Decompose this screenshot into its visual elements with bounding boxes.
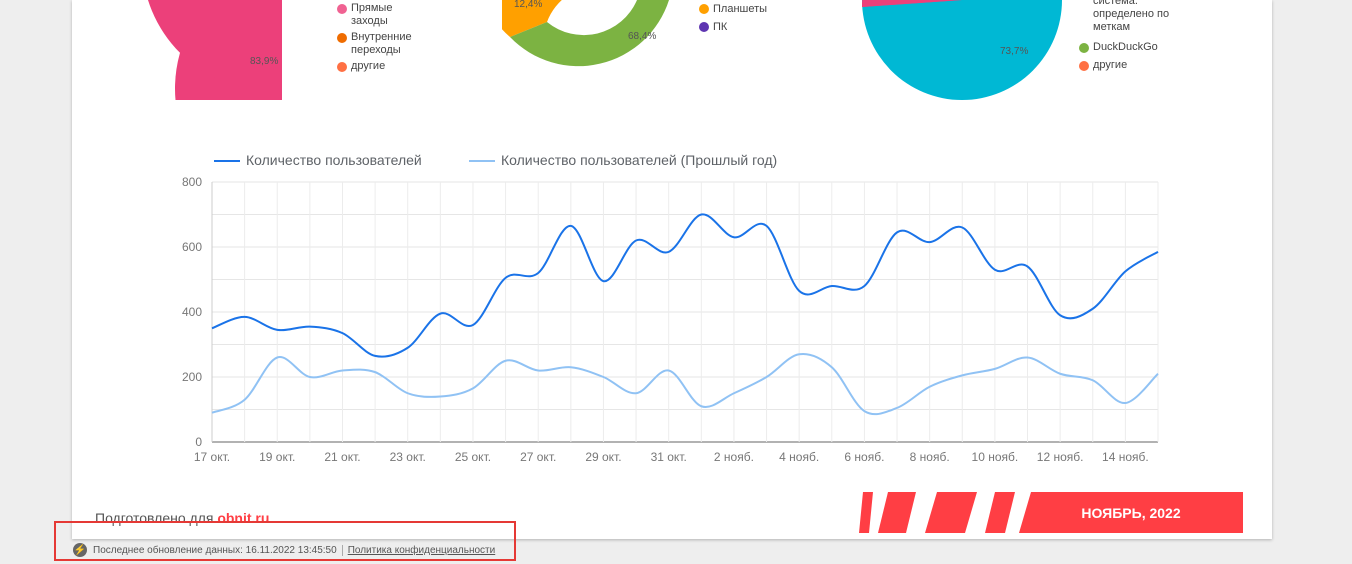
- legend-line-current: [214, 160, 240, 163]
- legend-line-previous: [469, 160, 495, 163]
- x-tick-label: 29 окт.: [585, 450, 621, 464]
- legend-item-internal: Внутренние переходы: [351, 31, 412, 56]
- x-tick-label: 27 окт.: [520, 450, 556, 464]
- x-tick-label: 8 нояб.: [910, 450, 950, 464]
- legend-dot-direct: [337, 4, 347, 14]
- pie3-slice-main: [862, 0, 1062, 100]
- decor-stripe: [859, 492, 873, 533]
- privacy-policy-link[interactable]: Политика конфиденциальности: [347, 544, 496, 556]
- x-tick-label: 17 окт.: [194, 450, 230, 464]
- last-update-text: Последнее обновление данных: 16.11.2022 …: [93, 544, 337, 556]
- series-line-previous-year: [211, 352, 1159, 416]
- x-tick-label: 6 нояб.: [844, 450, 884, 464]
- pie3-value-label: 73,7%: [1000, 46, 1028, 57]
- donut-label-pc: 68,4%: [628, 31, 656, 42]
- series-line-users: [211, 213, 1159, 358]
- x-tick-label: 10 нояб.: [972, 450, 1019, 464]
- y-tick-label: 800: [182, 175, 202, 189]
- legend-dot-duckduckgo: [1079, 43, 1089, 53]
- legend-item-duckduckgo: DuckDuckGo: [1093, 41, 1158, 53]
- x-tick-label: 21 окт.: [324, 450, 360, 464]
- lightning-icon: ⚡: [73, 543, 87, 557]
- x-tick-label: 14 нояб.: [1102, 450, 1149, 464]
- pie1-slice-main: [148, 0, 282, 91]
- donut-slice-pc: [510, 0, 669, 67]
- legend-item-other: другие: [351, 60, 386, 72]
- x-tick-label: 25 окт.: [455, 450, 491, 464]
- pie-chart-traffic-sources: 83,9%: [148, 0, 282, 100]
- users-line-chart: 0 200 400 600 800 17 окт. 19 окт. 21 окт. 23 окт…: [182, 175, 1159, 464]
- chart-legend-previous: Количество пользователей (Прошлый год): [469, 152, 777, 168]
- pie1-value-label: 83,9%: [250, 56, 278, 67]
- donut-slice-tablets: [502, 0, 562, 37]
- decor-stripe: [985, 492, 1015, 533]
- report-page: 83,9% Прямые заходы Внутренние переходы …: [72, 0, 1272, 539]
- x-tick-label: 23 окт.: [390, 450, 426, 464]
- legend-dot-other-3: [1079, 61, 1089, 71]
- y-tick-label: 600: [182, 240, 202, 254]
- month-banner: НОЯБРЬ, 2022: [1019, 492, 1243, 533]
- legend-item-pc: ПК: [713, 21, 728, 33]
- legend-item-direct: Прямые заходы: [351, 2, 393, 27]
- legend-item-labels: система. определено по меткам: [1093, 0, 1170, 33]
- x-tick-label: 2 нояб.: [714, 450, 754, 464]
- legend-item-other-3: другие: [1093, 59, 1128, 71]
- y-tick-label: 200: [182, 370, 202, 384]
- donut-chart-devices: 12,4% 68,4%: [502, 0, 669, 67]
- decor-stripe: [878, 492, 916, 533]
- legend-dot-internal: [337, 33, 347, 43]
- decor-stripe: [925, 492, 977, 533]
- legend-dot-tablets: [699, 4, 709, 14]
- legend-item-tablets: Планшеты: [713, 3, 768, 15]
- y-tick-label: 400: [182, 305, 202, 319]
- x-tick-label: 4 нояб.: [779, 450, 819, 464]
- status-separator: [341, 544, 343, 556]
- legend-label-current: Количество пользователей: [246, 152, 422, 168]
- legend-dot-pc: [699, 22, 709, 32]
- x-tick-label: 31 окт.: [651, 450, 687, 464]
- x-tick-label: 12 нояб.: [1037, 450, 1084, 464]
- donut-label-tablets: 12,4%: [514, 0, 542, 10]
- highlight-box: [54, 521, 516, 561]
- y-tick-label: 0: [195, 435, 202, 449]
- legend-dot-other: [337, 62, 347, 72]
- pie-chart-search-engines: 73,7%: [861, 0, 1062, 100]
- x-tick-label: 19 окт.: [259, 450, 295, 464]
- legend-label-previous: Количество пользователей (Прошлый год): [501, 152, 778, 168]
- chart-legend-current: Количество пользователей: [214, 152, 422, 168]
- status-bar: ⚡ Последнее обновление данных: 16.11.202…: [73, 543, 495, 557]
